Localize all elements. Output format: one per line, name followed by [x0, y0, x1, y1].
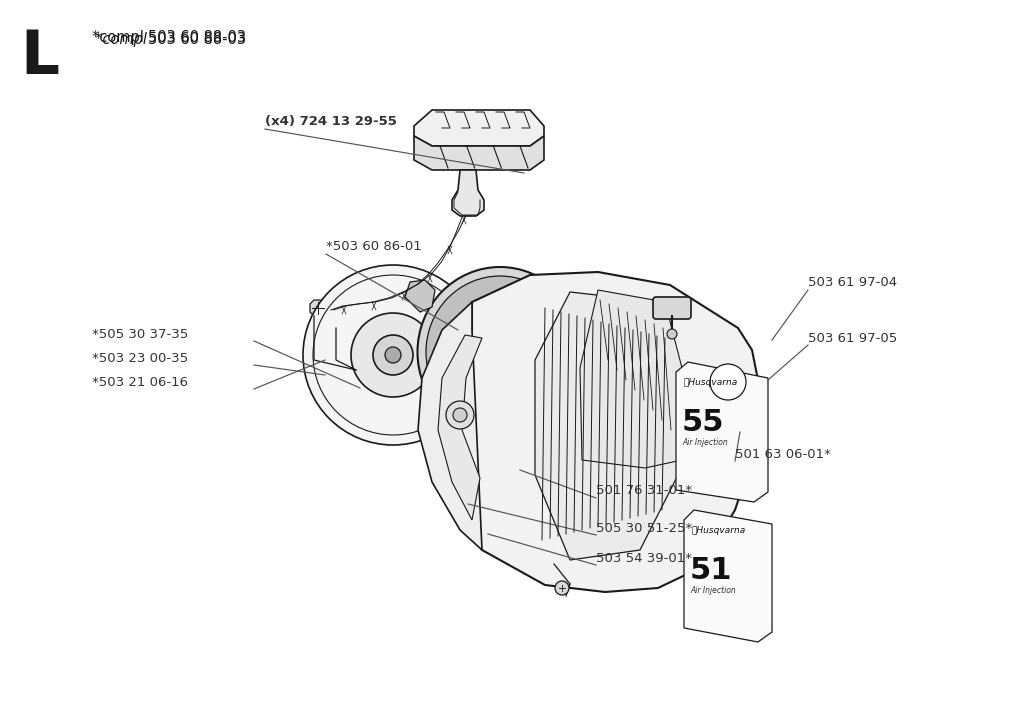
Polygon shape	[418, 302, 482, 550]
Polygon shape	[676, 362, 768, 502]
Text: *503 60 86-01: *503 60 86-01	[326, 240, 422, 253]
Polygon shape	[684, 510, 772, 642]
Text: *compl: *compl	[95, 32, 152, 47]
Text: Air Injection: Air Injection	[690, 586, 736, 595]
Text: 505 30 51-25*: 505 30 51-25*	[596, 521, 692, 534]
Text: 503 61 97-04: 503 61 97-04	[808, 277, 897, 290]
Ellipse shape	[445, 296, 555, 408]
Text: Air Injection: Air Injection	[682, 438, 728, 447]
Circle shape	[453, 408, 467, 422]
Ellipse shape	[468, 319, 532, 385]
Text: L: L	[22, 28, 59, 85]
Text: *503 23 00-35: *503 23 00-35	[92, 352, 188, 365]
Circle shape	[303, 265, 483, 445]
Text: ⒿHusqvarna: ⒿHusqvarna	[692, 526, 746, 535]
Text: L: L	[20, 28, 59, 87]
Text: 503 60 88-03: 503 60 88-03	[148, 30, 246, 45]
Text: *505 30 37-35: *505 30 37-35	[92, 328, 188, 341]
Polygon shape	[414, 110, 544, 146]
Text: *503 21 06-16: *503 21 06-16	[92, 375, 188, 388]
Text: 55: 55	[682, 408, 725, 437]
Circle shape	[667, 329, 677, 339]
Text: ⒿHusqvarna: ⒿHusqvarna	[684, 378, 738, 387]
Polygon shape	[414, 136, 544, 170]
Ellipse shape	[426, 276, 574, 428]
Text: 501 76 31-01*: 501 76 31-01*	[596, 484, 692, 497]
Circle shape	[351, 313, 435, 397]
Circle shape	[446, 401, 474, 429]
Ellipse shape	[418, 267, 583, 437]
Polygon shape	[580, 290, 682, 468]
Polygon shape	[535, 292, 678, 560]
Text: *compl: *compl	[92, 30, 148, 45]
Polygon shape	[442, 272, 760, 592]
Text: 503 61 97-05: 503 61 97-05	[808, 331, 897, 344]
Ellipse shape	[485, 337, 515, 367]
FancyBboxPatch shape	[653, 297, 691, 319]
Circle shape	[385, 347, 401, 363]
Text: 501 63 06-01*: 501 63 06-01*	[735, 448, 830, 461]
Polygon shape	[310, 300, 326, 316]
Polygon shape	[452, 170, 484, 216]
Text: (x4) 724 13 29-55: (x4) 724 13 29-55	[265, 116, 397, 129]
Polygon shape	[438, 335, 482, 520]
Polygon shape	[406, 280, 435, 312]
Circle shape	[555, 581, 569, 595]
Circle shape	[710, 364, 746, 400]
Circle shape	[373, 335, 413, 375]
Text: 503 60 88-03: 503 60 88-03	[148, 32, 246, 47]
Text: 51: 51	[690, 556, 732, 585]
Text: 503 54 39-01*: 503 54 39-01*	[596, 552, 692, 565]
